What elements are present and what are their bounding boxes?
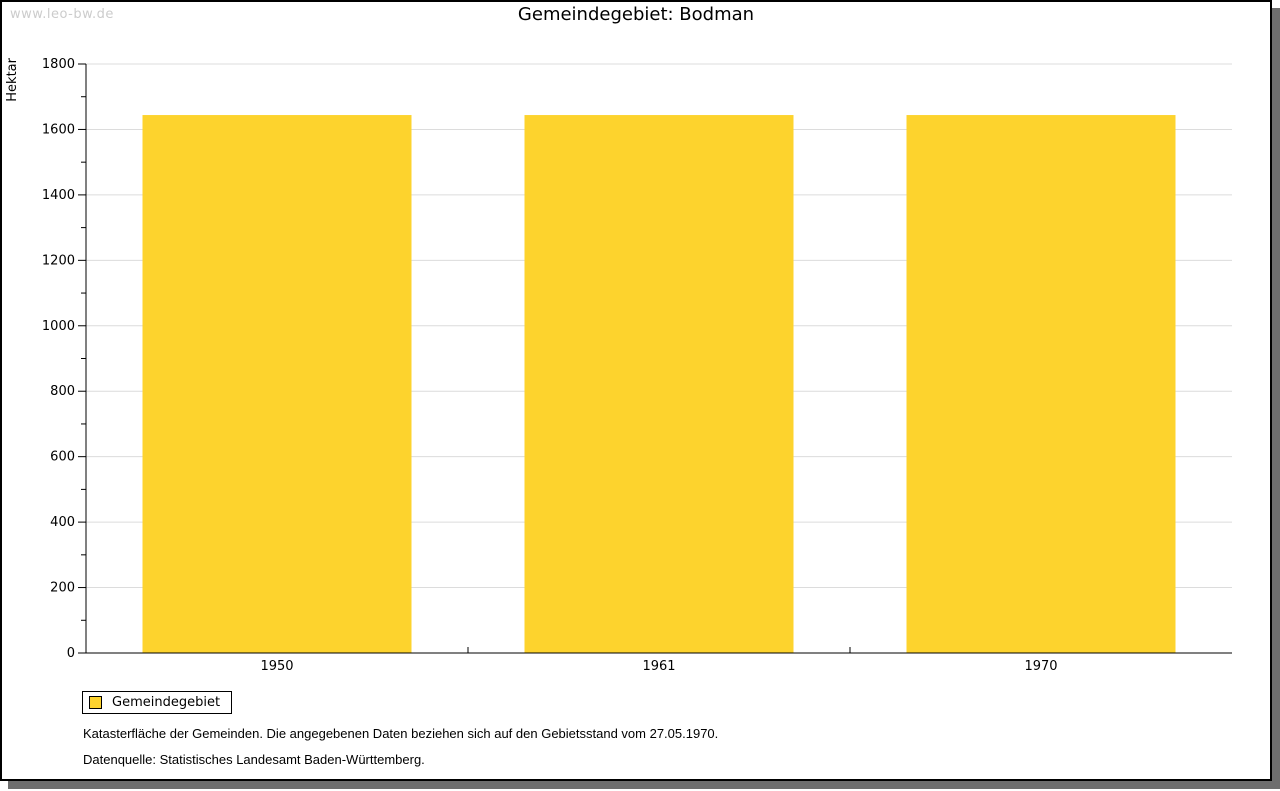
footnote-datenquelle: Datenquelle: Statistisches Landesamt Bad… (83, 752, 425, 767)
watermark: www.leo-bw.de (10, 7, 114, 22)
y-tick-label: 0 (67, 646, 75, 661)
y-tick-label: 200 (50, 581, 75, 596)
y-tick-label: 1200 (42, 253, 75, 268)
bar-chart: 1950 1961 1970 0 200 400 600 800 1000 1200 1400 160… (42, 57, 1232, 674)
y-tick-label: 800 (50, 384, 75, 399)
legend-label: Gemeindegebiet (112, 695, 221, 710)
chart-title: Gemeindegebiet: Bodman (517, 4, 755, 25)
legend: Gemeindegebiet (82, 691, 233, 714)
bar-1970 (906, 115, 1176, 653)
x-category-label: 1961 (642, 659, 675, 674)
y-tick-label: 1000 (42, 319, 75, 334)
y-tick-label: 600 (50, 450, 75, 465)
footnote-gebietsstand: Katasterfläche der Gemeinden. Die angege… (83, 726, 719, 741)
y-tick-label: 1400 (42, 188, 75, 203)
bar-1950 (142, 115, 412, 653)
x-category-label: 1970 (1024, 659, 1057, 674)
y-tick-label: 400 (50, 515, 75, 530)
legend-swatch (89, 696, 102, 709)
y-tick-label: 1600 (42, 122, 75, 137)
x-category-label: 1950 (260, 659, 293, 674)
y-tick-label: 1800 (42, 57, 75, 72)
bar-1961 (524, 115, 794, 653)
